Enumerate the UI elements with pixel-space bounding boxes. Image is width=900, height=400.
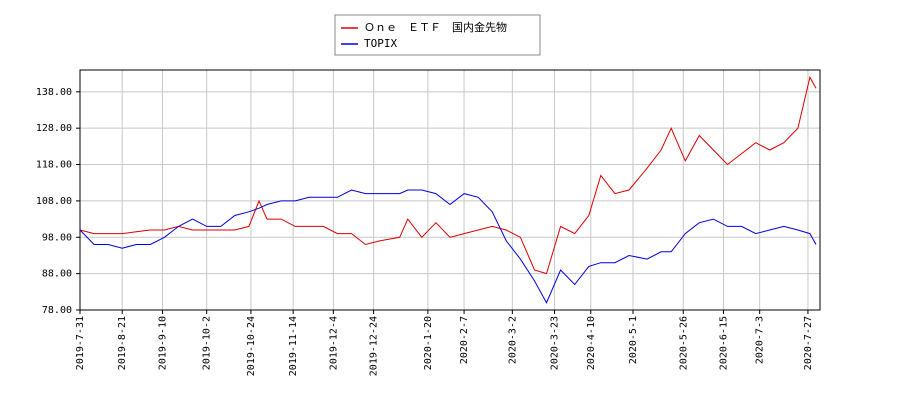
series-line	[79, 75, 817, 275]
x-tick-label: 2020-3-23	[550, 316, 561, 370]
x-tick-label: 2020-3-2	[507, 316, 518, 364]
legend-label: Ｏｎｅ ＥＴＦ 国内金先物	[364, 20, 507, 34]
y-tick-label: 108.00	[36, 196, 72, 207]
x-tick-label: 2020-5-26	[678, 316, 689, 370]
x-tick-label: 2020-7-3	[755, 316, 766, 364]
y-tick-label: 98.00	[42, 232, 72, 243]
y-tick-label: 88.00	[42, 269, 72, 280]
plot-frame	[79, 69, 821, 311]
y-tick-label: 118.00	[36, 160, 72, 171]
x-tick-label: 2020-7-27	[803, 316, 814, 370]
y-tick-label: 78.00	[42, 305, 72, 316]
x-tick-label: 2020-2-7	[459, 316, 470, 364]
y-tick-label: 128.00	[36, 123, 72, 134]
x-tick-label: 2019-11-14	[288, 316, 299, 376]
x-tick-label: 2019-12-4	[328, 316, 339, 370]
x-tick-label: 2020-4-10	[586, 316, 597, 370]
x-tick-label: 2020-1-20	[423, 316, 434, 370]
legend-box	[334, 14, 541, 56]
x-tick-label: 2019-8-21	[117, 316, 128, 370]
x-tick-label: 2019-10-2	[202, 316, 213, 370]
x-tick-label: 2020-6-15	[718, 316, 729, 370]
x-tick-label: 2020-5-1	[628, 316, 639, 364]
y-tick-label: 138.00	[36, 87, 72, 98]
x-tick-label: 2019-10-24	[246, 316, 257, 376]
x-tick-label: 2019-7-31	[75, 316, 86, 370]
x-tick-label: 2019-9-10	[157, 316, 168, 370]
legend-label: TOPIX	[364, 37, 397, 50]
x-tick-label: 2019-12-24	[369, 316, 380, 376]
series-line	[79, 189, 817, 304]
